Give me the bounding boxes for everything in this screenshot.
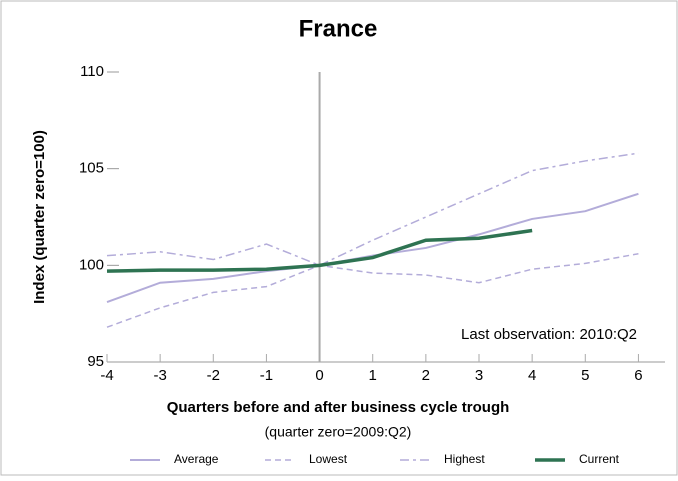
legend-label: Average bbox=[174, 452, 219, 466]
legend-label: Highest bbox=[444, 452, 485, 466]
x-axis-sublabel: (quarter zero=2009:Q2) bbox=[265, 424, 412, 440]
x-axis-label: Quarters before and after business cycle… bbox=[167, 399, 510, 416]
series-line bbox=[106, 252, 639, 328]
chart-title: France bbox=[299, 15, 378, 42]
x-tick-label: -2 bbox=[207, 367, 220, 384]
x-tick-label: -4 bbox=[100, 367, 113, 384]
x-tick-label: 2 bbox=[422, 367, 430, 384]
x-tick-label: 0 bbox=[315, 367, 323, 384]
x-tick-label: 5 bbox=[581, 367, 589, 384]
annotation: Last observation: 2010:Q2 bbox=[461, 326, 637, 343]
x-tick-label: 4 bbox=[528, 367, 536, 384]
x-tick-label: -3 bbox=[153, 367, 166, 384]
y-tick-label: 105 bbox=[79, 160, 104, 177]
y-tick-label: 100 bbox=[79, 256, 104, 273]
y-tick-label: 110 bbox=[80, 63, 104, 80]
x-tick-label: 3 bbox=[475, 367, 483, 384]
x-tick-label: -1 bbox=[260, 367, 273, 384]
x-tick-label: 1 bbox=[369, 367, 377, 384]
x-tick-label: 6 bbox=[634, 367, 642, 384]
legend-label: Lowest bbox=[309, 452, 348, 466]
legend-label: Current bbox=[579, 452, 620, 466]
y-tick-label: 95 bbox=[87, 353, 104, 370]
series-line bbox=[106, 228, 533, 273]
y-axis-label: Index (quarter zero=100) bbox=[31, 130, 48, 304]
series-line bbox=[106, 192, 639, 304]
